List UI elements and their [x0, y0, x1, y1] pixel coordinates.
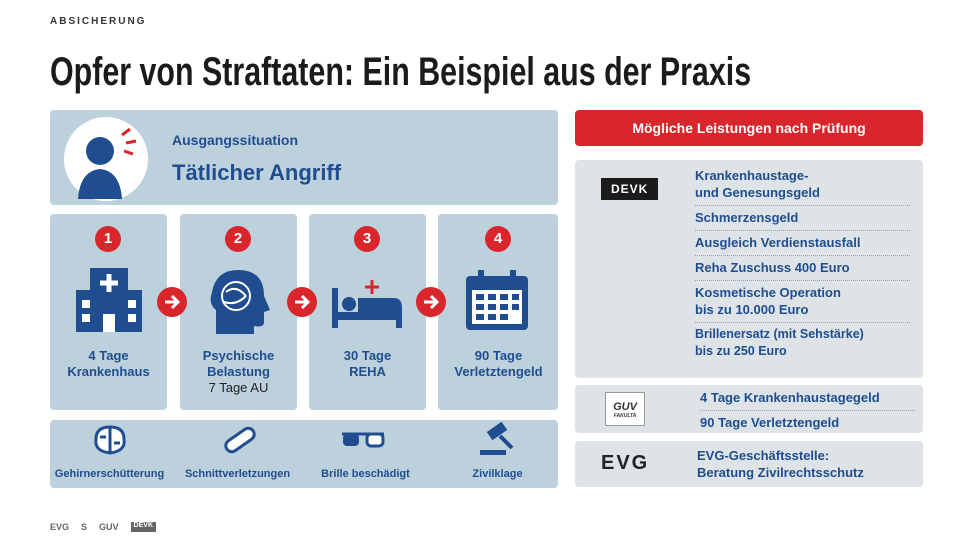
step-number: 1 — [95, 226, 121, 252]
benefit-item: 4 Tage Krankenhaustagegeld — [700, 386, 915, 411]
arrow — [287, 287, 317, 317]
step-number: 2 — [225, 226, 251, 252]
provider-logo: GUV FAKULTA — [605, 392, 645, 426]
step-line: 90 Tage — [474, 348, 523, 363]
head-icon — [210, 270, 270, 334]
benefit-item: Kosmetische Operation bis zu 10.000 Euro — [695, 281, 910, 323]
injury-label: Brille beschädigt — [321, 468, 410, 480]
benefit-line: bis zu 250 Euro — [695, 344, 787, 358]
victim-icon — [64, 117, 148, 201]
hospital-icon — [76, 268, 142, 332]
injury-label: Zivilklage — [472, 468, 523, 480]
step-line: Krankenhaus — [67, 364, 150, 379]
step-line: Psychische — [202, 348, 275, 363]
footer-logos: EVG S GUV DEVK — [50, 522, 156, 532]
logo-sub: FAKULTA — [613, 413, 637, 419]
benefit-line: 90 Tage Verletztengeld — [700, 415, 840, 430]
benefit-line: Ausgleich Verdienstausfall — [695, 235, 861, 250]
benefit-item: EVG-Geschäftsstelle: Beratung Zivilrechts… — [697, 444, 912, 485]
step-text: Psychische Belastung 7 Tage AU — [180, 348, 297, 396]
arrow — [157, 287, 187, 317]
step-number: 4 — [485, 226, 511, 252]
situation-title: Tätlicher Angriff — [172, 160, 342, 185]
step-number: 3 — [354, 226, 380, 252]
provider-items: 4 Tage Krankenhaustagegeld 90 Tage Verle… — [700, 386, 915, 435]
title: Opfer von Straftaten: Ein Beispiel aus d… — [50, 50, 752, 94]
step-note: 7 Tage AU — [208, 380, 269, 395]
benefit-item: Reha Zuschuss 400 Euro — [695, 256, 910, 281]
calendar-icon — [466, 270, 528, 330]
situation-label: Ausgangssituation — [172, 132, 299, 148]
step-line: REHA — [349, 364, 386, 379]
gavel-icon — [480, 422, 514, 455]
footer-logo: S — [81, 522, 88, 532]
benefit-line: bis zu 10.000 Euro — [695, 302, 809, 317]
injury-label: Gehirnerschütterung — [54, 468, 165, 480]
benefits-title: Mögliche Leistungen nach Prüfung — [575, 110, 923, 146]
benefit-line: 4 Tage Krankenhaustagegeld — [700, 390, 880, 405]
logo-text: GUV — [613, 401, 637, 413]
benefit-line: EVG-Geschäftsstelle: — [697, 448, 830, 463]
footer-logo: EVG — [50, 522, 70, 532]
footer-logo: GUV — [99, 522, 119, 532]
provider-panel — [575, 441, 923, 487]
benefit-line: Kosmetische Operation — [695, 285, 841, 300]
step-line: 4 Tage — [88, 348, 129, 363]
benefit-line: Schmerzensgeld — [695, 210, 799, 225]
step-text: 30 Tage REHA — [309, 348, 426, 380]
step-text: 4 Tage Krankenhaus — [50, 348, 167, 380]
brain-icon — [94, 425, 126, 455]
benefit-line: Krankenhaustage- — [695, 168, 809, 183]
provider-items: EVG-Geschäftsstelle: Beratung Zivilrechts… — [697, 444, 912, 485]
bandage-icon — [224, 426, 256, 454]
footer-logo: DEVK — [130, 522, 156, 532]
arrow — [416, 287, 446, 317]
benefit-item: Brillenersatz (mit Sehstärke) bis zu 250 … — [695, 323, 910, 364]
benefit-line: Beratung Zivilrechtsschutz — [697, 465, 864, 480]
bed-icon — [332, 280, 402, 328]
benefit-item: 90 Tage Verletztengeld — [700, 411, 915, 435]
provider-logo: EVG — [601, 452, 650, 474]
step-line: Verletztengeld — [454, 364, 543, 379]
step-text: 90 Tage Verletztengeld — [440, 348, 557, 380]
provider-logo: DEVK — [601, 178, 659, 200]
injuries-panel — [50, 420, 558, 488]
benefit-line: Brillenersatz (mit Sehstärke) — [695, 327, 864, 341]
step-line: Belastung — [207, 364, 270, 379]
glasses-icon — [342, 432, 385, 448]
step-line: 30 Tage — [343, 348, 392, 363]
provider-items: Krankenhaustage-und Genesungsgeld Schmer… — [695, 164, 910, 364]
benefit-line: Reha Zuschuss 400 Euro — [695, 260, 850, 275]
benefit-item: Ausgleich Verdienstausfall — [695, 231, 910, 256]
kicker: ABSICHERUNG — [50, 16, 147, 27]
injury-label: Schnittverletzungen — [184, 468, 291, 480]
benefit-line: und Genesungsgeld — [695, 185, 820, 200]
benefit-item: Schmerzensgeld — [695, 206, 910, 231]
benefit-item: Krankenhaustage-und Genesungsgeld — [695, 164, 910, 206]
